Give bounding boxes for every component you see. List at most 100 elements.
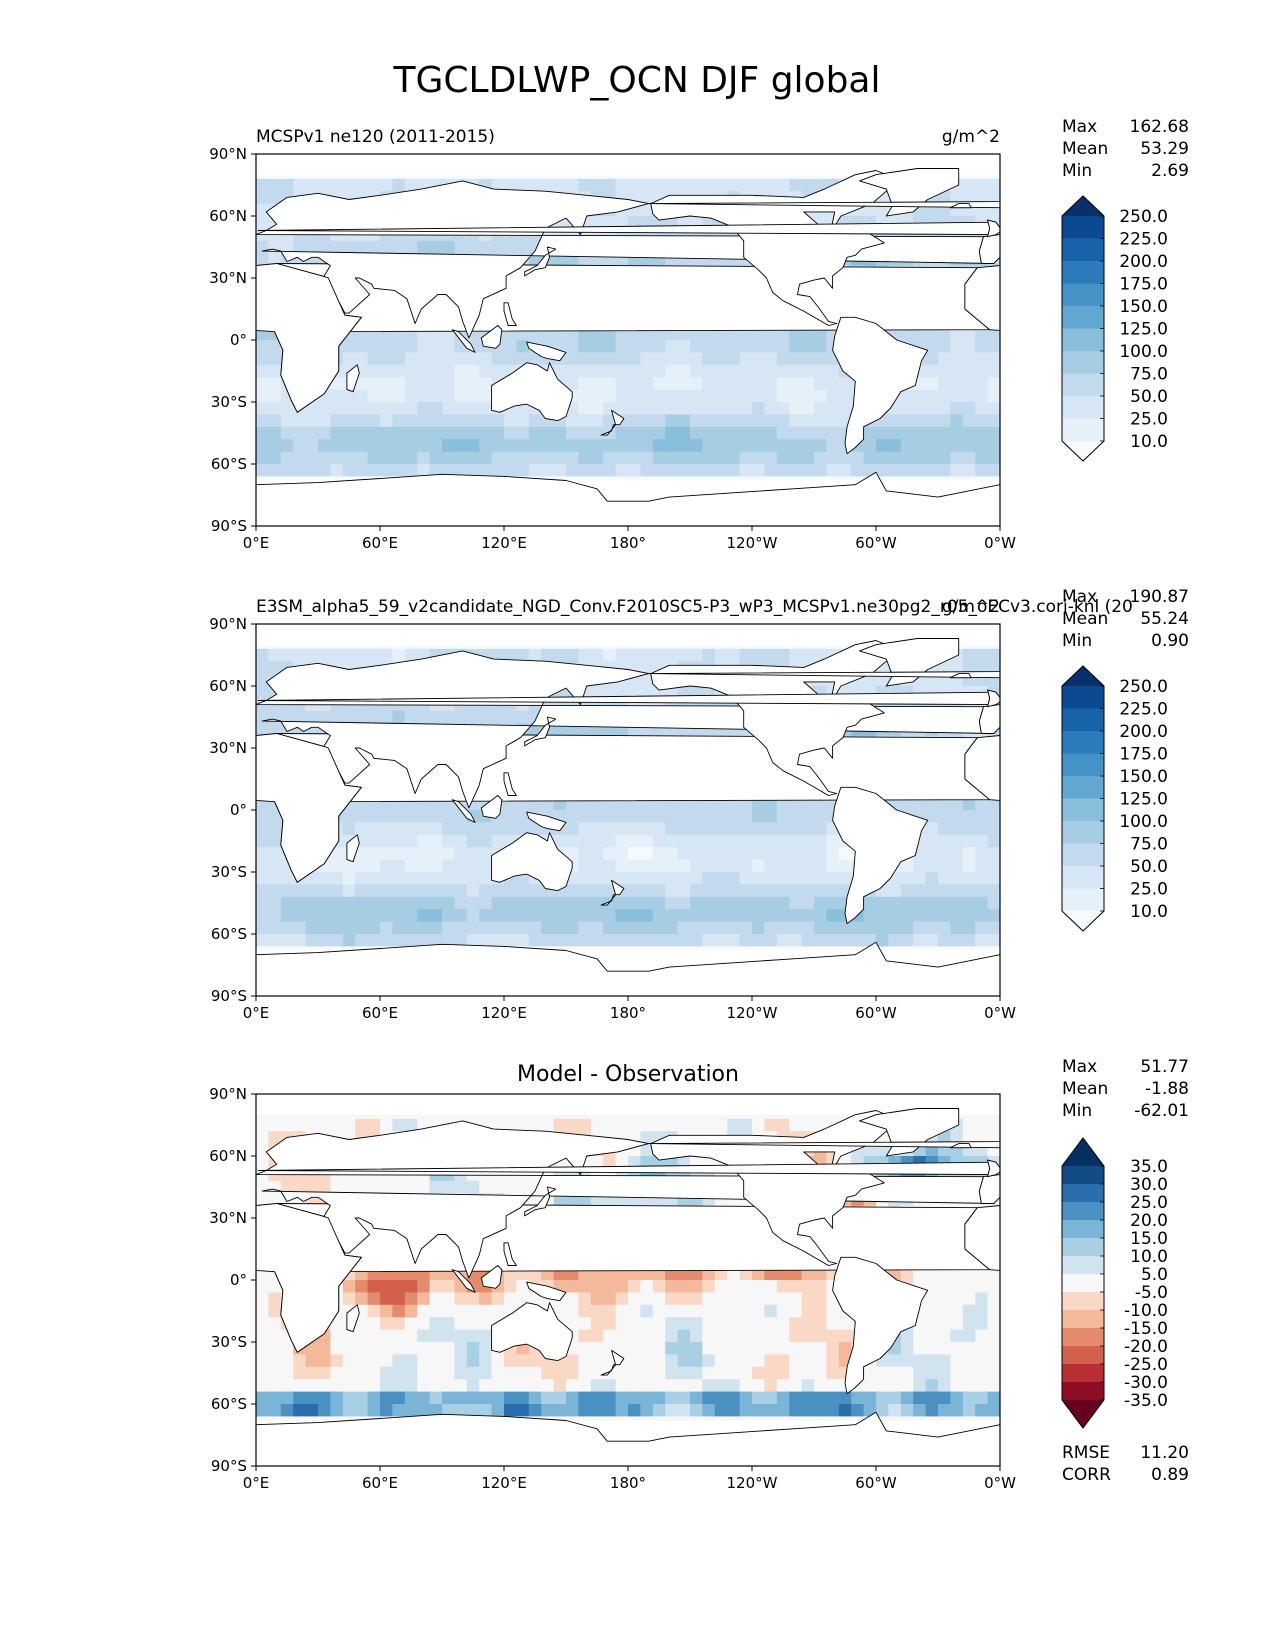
field-cell — [342, 921, 356, 935]
field-cell — [665, 1292, 679, 1306]
field-cell — [776, 352, 790, 366]
field-cell — [367, 1329, 381, 1343]
field-cell — [950, 872, 964, 885]
field-cell — [280, 909, 294, 923]
field-cell — [826, 1317, 840, 1331]
field-cell — [677, 810, 691, 823]
field-cell — [305, 439, 319, 453]
field-cell — [714, 451, 728, 465]
field-cell — [330, 896, 344, 910]
field-cell — [628, 909, 641, 923]
field-cell — [466, 439, 480, 453]
field-cell — [603, 1156, 617, 1169]
field-cell — [553, 426, 567, 440]
field-cell — [367, 822, 381, 836]
field-cell — [739, 451, 753, 465]
field-cell — [938, 1292, 951, 1306]
field-cell — [590, 464, 604, 477]
field-cell — [578, 439, 592, 453]
field-cell — [925, 402, 939, 415]
field-cell — [789, 648, 803, 662]
field-cell — [380, 414, 393, 428]
field-cell — [727, 1280, 741, 1293]
field-cell — [975, 847, 989, 861]
stat-label: Min — [1062, 631, 1092, 651]
field-cell — [528, 921, 542, 935]
field-cell — [342, 710, 356, 724]
field-cell — [727, 389, 741, 403]
field-cell — [305, 1180, 319, 1194]
field-cell — [256, 847, 269, 861]
field-cell — [764, 1280, 778, 1293]
field-cell — [404, 934, 418, 947]
field-cell — [714, 1304, 728, 1318]
field-cell — [603, 847, 617, 861]
colorbar-tick-label: 10.0 — [1130, 902, 1168, 922]
field-cell — [752, 414, 765, 428]
field-cell — [913, 439, 927, 453]
field-cell — [355, 710, 369, 724]
field-cell — [752, 847, 765, 861]
field-cell — [268, 414, 282, 428]
field-cell — [900, 1329, 914, 1343]
field-cell — [330, 884, 344, 898]
field-cell — [677, 934, 691, 947]
field-cell — [987, 847, 1000, 861]
field-cell — [900, 451, 914, 465]
field-cell — [305, 909, 319, 923]
field-cell — [466, 364, 480, 378]
field-cell — [925, 822, 939, 836]
field-cell — [826, 847, 840, 861]
field-cell — [442, 1292, 455, 1306]
field-cell — [702, 377, 716, 391]
field-cell — [491, 884, 505, 898]
field-cell — [268, 884, 282, 898]
field-cell — [640, 648, 654, 662]
field-cell — [975, 439, 989, 453]
field-cell — [628, 872, 641, 885]
field-cell — [776, 896, 790, 910]
field-cell — [256, 240, 269, 254]
field-cell — [553, 909, 567, 923]
field-cell — [392, 872, 406, 885]
field-cell — [652, 847, 666, 861]
field-cell — [355, 389, 369, 403]
field-cell — [950, 884, 964, 898]
field-cell — [404, 464, 418, 477]
field-cell — [690, 648, 703, 662]
field-cell — [789, 464, 803, 477]
field-cell — [938, 340, 951, 353]
field-cell — [429, 1304, 443, 1318]
field-cell — [491, 1304, 505, 1318]
field-cell — [603, 340, 617, 353]
field-cell — [814, 340, 827, 353]
field-cell — [987, 1292, 1000, 1306]
field-cell — [256, 1180, 269, 1194]
field-cell — [491, 822, 505, 836]
field-cell — [404, 884, 418, 898]
field-cell — [417, 1180, 431, 1194]
field-cell — [814, 377, 827, 391]
field-cell — [640, 203, 654, 217]
field-cell — [950, 451, 964, 465]
field-cell — [776, 439, 790, 453]
field-cell — [615, 872, 629, 885]
field-cell — [814, 1292, 827, 1306]
field-cell — [528, 1193, 542, 1207]
field-cell — [652, 1304, 666, 1318]
field-cell — [417, 872, 431, 885]
field-cell — [764, 934, 778, 947]
field-cell — [950, 389, 964, 403]
field-cell — [417, 896, 431, 910]
field-cell — [590, 896, 604, 910]
field-cell — [392, 1180, 406, 1194]
lon-tick-label: 180° — [610, 534, 646, 552]
field-cell — [702, 834, 716, 848]
field-cell — [615, 1317, 629, 1331]
field-cell — [442, 834, 455, 848]
field-cell — [888, 464, 902, 477]
field-cell — [925, 1292, 939, 1306]
field-cell — [566, 439, 579, 453]
field-cell — [950, 1304, 964, 1318]
field-cell — [318, 872, 331, 885]
